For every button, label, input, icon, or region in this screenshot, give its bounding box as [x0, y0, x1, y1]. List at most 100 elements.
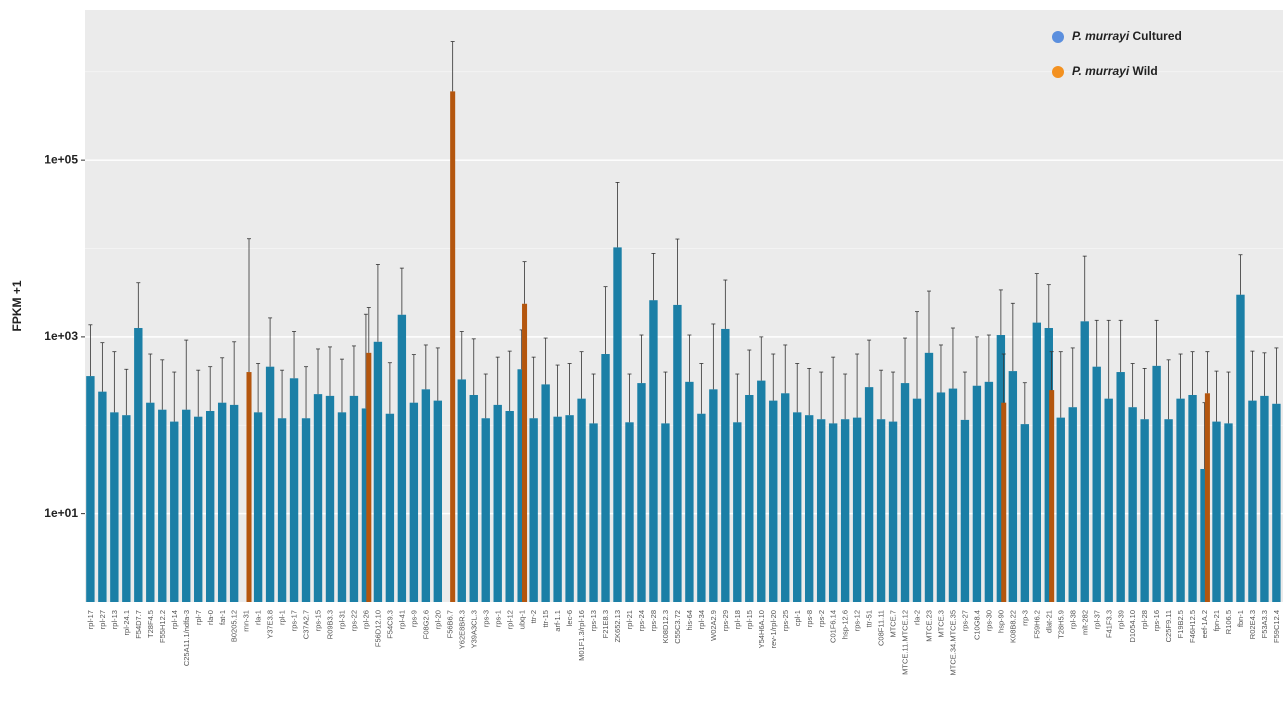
x-tick-label: C37A2.7 [302, 610, 311, 639]
bar [409, 402, 419, 602]
bar [1044, 328, 1053, 602]
x-tick-label: D1054.10 [1128, 610, 1137, 643]
x-tick-label: MTCE.11.MTCE.12 [901, 610, 910, 675]
bar [852, 417, 862, 602]
bar [984, 381, 994, 602]
x-tick-label: rpl-21 [625, 610, 634, 629]
x-tick-label: rpl-7 [194, 610, 203, 625]
x-tick-label: fpn-21 [1212, 610, 1221, 631]
x-tick-label: rps-25 [781, 610, 790, 631]
x-tick-label: rpl-1 [278, 610, 287, 625]
x-tick-label: Y39A3CL.3 [469, 610, 478, 648]
x-tick-label: rnn-31 [242, 610, 251, 632]
x-tick-label: ZK652.13 [613, 610, 622, 643]
bar [709, 389, 718, 602]
bar [757, 380, 766, 602]
x-tick-label: rpl-37 [1092, 610, 1101, 629]
x-tick-label: rpl-39 [1116, 610, 1125, 629]
bar [565, 415, 574, 602]
x-tick-label: rps-22 [350, 610, 359, 631]
bar [1056, 417, 1065, 602]
bar [697, 413, 706, 602]
bar [1020, 424, 1030, 602]
legend-marker [1052, 66, 1064, 78]
x-tick-label: C01F6.14 [829, 610, 838, 643]
x-tick-label: his-64 [685, 610, 694, 630]
x-tick-label: MTCE.7 [889, 610, 898, 638]
x-tick-label: Y54H6A.10 [757, 610, 766, 648]
x-tick-label: R02E4.3 [1248, 610, 1257, 639]
bar [685, 381, 694, 602]
bar [960, 419, 970, 602]
x-tick-label: F55H12.2 [158, 610, 167, 643]
bar [793, 412, 802, 602]
bar [98, 391, 107, 602]
x-tick-label: R106.5 [1224, 610, 1233, 634]
bar [1272, 403, 1281, 602]
bar [301, 418, 311, 602]
bar [110, 412, 119, 602]
bar [265, 366, 275, 602]
bar [1140, 419, 1149, 602]
bar [481, 418, 490, 602]
x-tick-label: rpl-18 [733, 610, 742, 629]
x-tick-label: rev-1/rpl-20 [769, 610, 778, 648]
x-tick-label: lec-6 [565, 610, 574, 626]
bar [541, 384, 550, 602]
x-tick-label: rla-1 [254, 610, 263, 625]
bar [613, 247, 622, 603]
bar [661, 423, 670, 602]
bar [637, 383, 646, 602]
bar [1204, 393, 1210, 602]
bar [745, 394, 754, 602]
x-tick-label: W02A2.9 [709, 610, 718, 641]
x-tick-label: rpl-20 [433, 610, 442, 629]
bar [1152, 365, 1161, 602]
x-tick-label: ttr-15 [541, 610, 550, 628]
bar [1188, 394, 1197, 602]
x-tick-label: rpl-14 [170, 610, 179, 629]
bar [86, 376, 95, 602]
x-tick-label: F54D7.7 [134, 610, 143, 639]
x-tick-label: K08B8.22 [1008, 610, 1017, 643]
x-tick-label: rpl-27 [98, 610, 107, 629]
x-tick-label: rps-17 [290, 610, 299, 631]
x-tick-label: MTCE.23 [925, 610, 934, 642]
bar [553, 416, 562, 602]
bar [217, 402, 227, 602]
x-tick-label: rps-29 [721, 610, 730, 631]
x-tick-label: rpl-24.1 [122, 610, 131, 635]
bar [972, 385, 982, 602]
x-tick-label: rps-13 [589, 610, 598, 631]
x-tick-label: F59H6.2 [1032, 610, 1041, 639]
bar [122, 415, 131, 602]
y-axis-title: FPKM +1 [10, 280, 24, 331]
bar [421, 389, 431, 602]
bar [1128, 407, 1137, 602]
bar [876, 419, 886, 602]
x-tick-label: rpl-13 [110, 610, 119, 629]
x-tick-label: rps-16 [1152, 610, 1161, 631]
bar [182, 409, 191, 602]
bar [1008, 371, 1018, 602]
bar [721, 328, 730, 602]
bar [469, 394, 478, 602]
x-tick-label: Y62E8BR.3 [457, 610, 466, 649]
bar [1260, 395, 1269, 602]
bar [769, 400, 778, 602]
bar [864, 387, 874, 602]
bar [170, 421, 179, 602]
x-tick-label: rpl-31 [338, 610, 347, 629]
x-tick-label: rps-24 [637, 610, 646, 631]
x-tick-label: rpl-15 [745, 610, 754, 629]
x-tick-label: rps-9 [409, 610, 418, 627]
bar [493, 404, 502, 602]
bar [366, 352, 372, 602]
bar [1116, 372, 1125, 602]
bar [1092, 366, 1101, 602]
x-tick-label: rrp-3 [1020, 610, 1029, 626]
bar [229, 404, 239, 602]
bar [781, 393, 790, 602]
x-tick-label: hsp-12.6 [841, 610, 850, 639]
x-tick-label: rps-3 [481, 610, 490, 627]
